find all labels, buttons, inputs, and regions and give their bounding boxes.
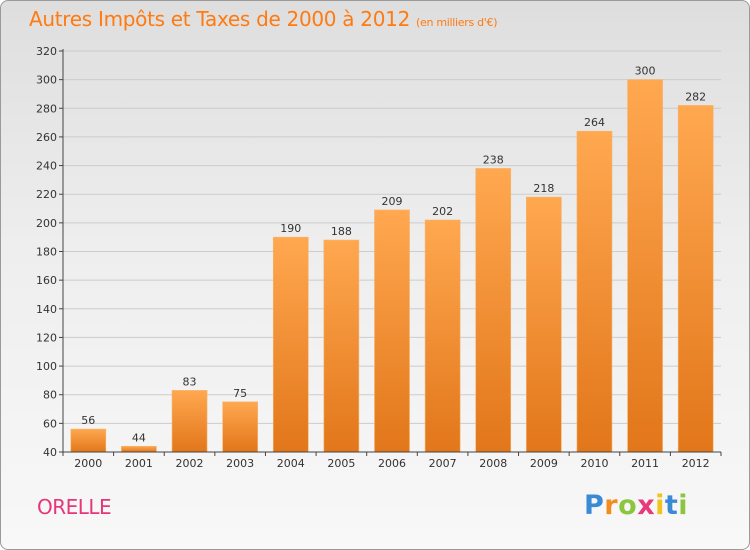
- y-tick-label: 160: [36, 274, 57, 287]
- y-tick-label: 120: [36, 331, 57, 344]
- x-tick-label: 2004: [277, 457, 305, 470]
- y-tick-label: 300: [36, 74, 57, 87]
- x-tick-label: 2001: [125, 457, 153, 470]
- logo-letter: r: [604, 490, 619, 521]
- logo-letter: o: [618, 490, 638, 521]
- bars: [70, 79, 714, 453]
- x-tick-label: 2010: [580, 457, 608, 470]
- bar-2011: [627, 79, 663, 453]
- value-label-2001: 44: [132, 431, 146, 444]
- chart-title-text: Autres Impôts et Taxes de 2000 à 2012: [29, 7, 410, 31]
- y-tick-label: 240: [36, 160, 57, 173]
- logo-letter: i: [655, 490, 665, 521]
- y-tick-label: 100: [36, 360, 57, 373]
- x-tick-label: 2003: [226, 457, 254, 470]
- bar-2003: [222, 401, 258, 453]
- y-tick-label: 80: [43, 389, 57, 402]
- y-tick-label: 40: [43, 446, 57, 459]
- x-tick-label: 2009: [530, 457, 558, 470]
- value-label-2004: 190: [280, 222, 301, 235]
- y-tick-label: 140: [36, 303, 57, 316]
- x-tick-label: 2000: [74, 457, 102, 470]
- value-label-2003: 75: [233, 387, 247, 400]
- value-label-2009: 218: [533, 182, 554, 195]
- value-label-2000: 56: [81, 414, 95, 427]
- commune-name: ORELLE: [37, 495, 112, 519]
- bar-2000: [70, 428, 107, 453]
- y-tick-label: 60: [43, 417, 57, 430]
- value-labels: 56 44 83 75 190 188 209 202 238 218 264 300 282: [81, 65, 706, 445]
- axes: 40 60 80 100 120 140 160 180 200 220 240 260 280 300 3…: [36, 45, 722, 470]
- y-tick-label: 200: [36, 217, 57, 230]
- bar-2005: [323, 239, 360, 453]
- x-tick-label: 2007: [429, 457, 457, 470]
- bar-2004: [272, 236, 309, 453]
- logo-letter: t: [664, 490, 679, 521]
- x-tick-label: 2005: [327, 457, 355, 470]
- bar-2006: [374, 209, 410, 453]
- bar-2002: [171, 390, 208, 453]
- value-label-2005: 188: [331, 225, 352, 238]
- bar-2008: [475, 168, 512, 453]
- x-tick-label: 2006: [378, 457, 406, 470]
- value-label-2007: 202: [432, 205, 453, 218]
- x-tick-label: 2008: [479, 457, 507, 470]
- bar-2001: [121, 445, 157, 453]
- logo-letter: P: [584, 490, 605, 521]
- logo-letter: x: [637, 490, 656, 521]
- value-label-2002: 83: [183, 375, 197, 388]
- x-tick-label: 2011: [631, 457, 659, 470]
- bar-2007: [424, 219, 461, 453]
- y-tick-label: 220: [36, 188, 57, 201]
- bar-2009: [526, 196, 562, 453]
- value-label-2008: 238: [483, 153, 504, 166]
- y-tick-label: 280: [36, 102, 57, 115]
- value-label-2010: 264: [584, 116, 605, 129]
- chart-subtitle: (en milliers d'€): [416, 16, 498, 29]
- value-label-2011: 300: [635, 65, 656, 78]
- y-tick-label: 320: [36, 45, 57, 58]
- value-label-2006: 209: [382, 195, 403, 208]
- proxiti-logo[interactable]: Proxiti: [584, 490, 688, 521]
- y-tick-label: 180: [36, 246, 57, 259]
- x-tick-label: 2002: [176, 457, 204, 470]
- value-label-2012: 282: [685, 90, 706, 103]
- bar-2010: [576, 130, 613, 453]
- bar-2012: [677, 105, 714, 453]
- logo-letter: i: [678, 490, 689, 521]
- x-tick-label: 2012: [682, 457, 710, 470]
- y-tick-label: 260: [36, 131, 57, 144]
- chart-title: Autres Impôts et Taxes de 2000 à 2012 (en…: [29, 7, 497, 31]
